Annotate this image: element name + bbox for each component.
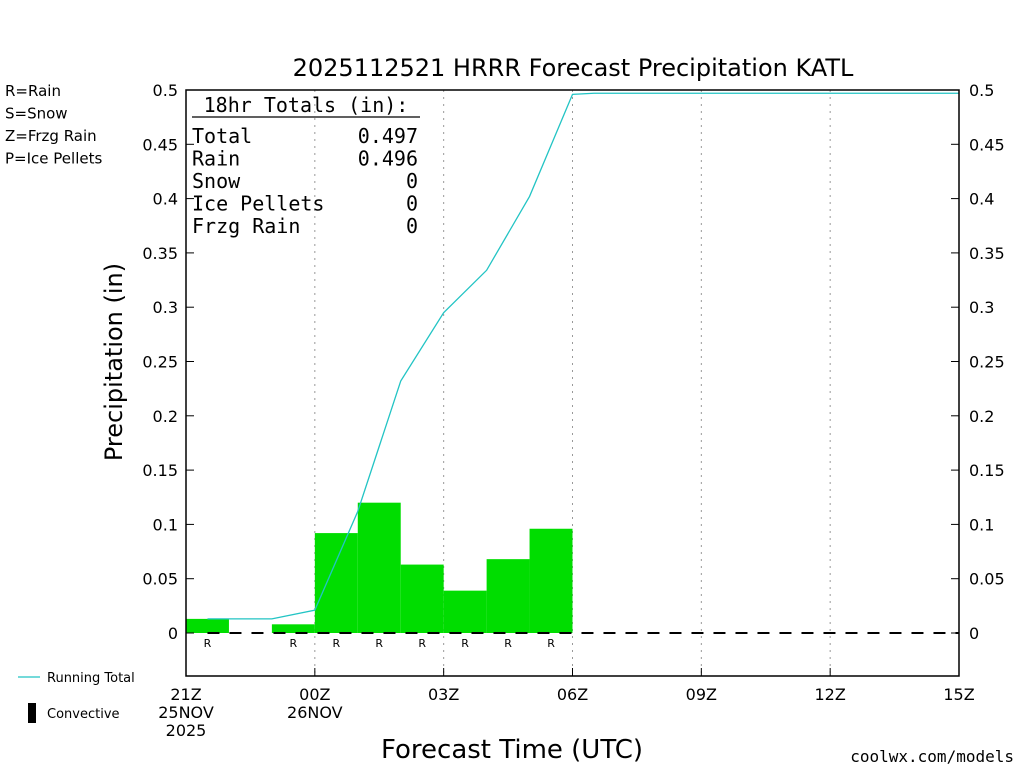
totals-row-value: 0 bbox=[406, 169, 418, 193]
y-tick-label-right: 0.2 bbox=[969, 407, 994, 426]
y-tick-label-right: 0 bbox=[969, 624, 979, 643]
precip-bar bbox=[486, 559, 530, 633]
precip-bar bbox=[529, 528, 573, 633]
y-tick-label: 0.35 bbox=[142, 244, 178, 263]
source-credit: coolwx.com/models bbox=[850, 747, 1014, 766]
chart-title: 2025112521 HRRR Forecast Precipitation K… bbox=[293, 54, 854, 82]
x-tick-label: 21Z bbox=[170, 685, 201, 704]
precip-type-mark: R bbox=[504, 637, 512, 650]
totals-row-label: Rain bbox=[192, 147, 240, 171]
x-tick-label: 12Z bbox=[815, 685, 846, 704]
totals-heading: 18hr Totals (in): bbox=[204, 93, 409, 117]
precip-type-mark: R bbox=[290, 637, 298, 650]
precip-bar bbox=[357, 502, 401, 633]
totals-box: 18hr Totals (in): Total 0.497 Rain 0.496 Sno… bbox=[192, 93, 420, 238]
totals-row-label: Total bbox=[192, 124, 252, 148]
x-tick-label: 00Z bbox=[299, 685, 330, 704]
y-tick-label: 0.25 bbox=[142, 353, 178, 372]
totals-row-label: Ice Pellets bbox=[192, 192, 324, 216]
precip-bar bbox=[443, 590, 487, 633]
y-tick-label: 0.5 bbox=[153, 81, 178, 100]
x-tick-label: 03Z bbox=[428, 685, 459, 704]
y-tick-label: 0.05 bbox=[142, 570, 178, 589]
precip-type-legend-entry: S=Snow bbox=[5, 105, 68, 123]
running-total-layer bbox=[207, 92, 959, 620]
running-total-line bbox=[207, 92, 959, 620]
y-tick-label-right: 0.05 bbox=[969, 570, 1005, 589]
precip-type-mark: R bbox=[418, 637, 426, 650]
y-tick-label-right: 0.15 bbox=[969, 461, 1005, 480]
totals-row-value: 0.497 bbox=[358, 124, 418, 148]
y-axis-label: Precipitation (in) bbox=[100, 263, 128, 461]
precip-bar bbox=[271, 624, 315, 633]
precip-type-mark: R bbox=[375, 637, 383, 650]
bars-layer bbox=[186, 502, 573, 633]
precip-type-legend-entry: R=Rain bbox=[5, 82, 61, 100]
totals-row-value: 0 bbox=[406, 192, 418, 216]
totals-row-value: 0 bbox=[406, 214, 418, 238]
precip-type-mark: R bbox=[332, 637, 340, 650]
y-tick-label: 0 bbox=[168, 624, 178, 643]
bottom-legend: Running Total Convective bbox=[18, 671, 135, 723]
x-tick-date-label: 2025 bbox=[166, 721, 207, 740]
y-tick-label-right: 0.5 bbox=[969, 81, 994, 100]
y-tick-label: 0.1 bbox=[153, 515, 178, 534]
x-tick-date-label: 25NOV bbox=[158, 703, 214, 722]
totals-rows: Total 0.497 Rain 0.496 Snow 0 Ice Pellets 0 Frzg… bbox=[192, 124, 418, 238]
precip-type-legend-entry: Z=Frzg Rain bbox=[5, 127, 97, 145]
y-tick-label-right: 0.35 bbox=[969, 244, 1005, 263]
precip-type-legend-entry: P=Ice Pellets bbox=[5, 150, 102, 168]
precip-bar bbox=[400, 564, 444, 633]
x-tick-date-label: 26NOV bbox=[287, 703, 343, 722]
x-tick-label: 15Z bbox=[943, 685, 974, 704]
precip-type-mark: R bbox=[204, 637, 212, 650]
precip-bar bbox=[186, 618, 229, 633]
y-ticks-left: 0 0.05 0.1 0.15 0.2 0.25 0.3 0.35 0.4 0.45 0.5 bbox=[142, 81, 194, 643]
y-tick-label-right: 0.3 bbox=[969, 298, 994, 317]
y-tick-label: 0.45 bbox=[142, 135, 178, 154]
precip-type-mark: R bbox=[547, 637, 555, 650]
convective-legend-label: Convective bbox=[47, 707, 120, 722]
precip-type-legend: R=Rain S=Snow Z=Frzg Rain P=Ice Pellets bbox=[5, 82, 102, 168]
y-tick-label: 0.15 bbox=[142, 461, 178, 480]
y-tick-label: 0.4 bbox=[153, 190, 178, 209]
totals-row-label: Snow bbox=[192, 169, 241, 193]
y-tick-label: 0.3 bbox=[153, 298, 178, 317]
running-total-legend-label: Running Total bbox=[47, 671, 135, 686]
y-tick-label-right: 0.45 bbox=[969, 135, 1005, 154]
precip-type-mark: R bbox=[461, 637, 469, 650]
y-tick-label-right: 0.25 bbox=[969, 353, 1005, 372]
totals-row-label: Frzg Rain bbox=[192, 214, 300, 238]
y-ticks-right: 0 0.05 0.1 0.15 0.2 0.25 0.3 0.35 0.4 0.45 0.5 bbox=[951, 81, 1005, 643]
x-axis-label: Forecast Time (UTC) bbox=[381, 735, 643, 765]
y-tick-label: 0.2 bbox=[153, 407, 178, 426]
totals-row-value: 0.496 bbox=[358, 147, 418, 171]
y-tick-label-right: 0.1 bbox=[969, 515, 994, 534]
y-tick-label-right: 0.4 bbox=[969, 190, 994, 209]
x-tick-label: 09Z bbox=[686, 685, 717, 704]
x-tick-label: 06Z bbox=[557, 685, 588, 704]
convective-legend-swatch bbox=[28, 703, 36, 723]
precip-bar bbox=[314, 533, 358, 633]
